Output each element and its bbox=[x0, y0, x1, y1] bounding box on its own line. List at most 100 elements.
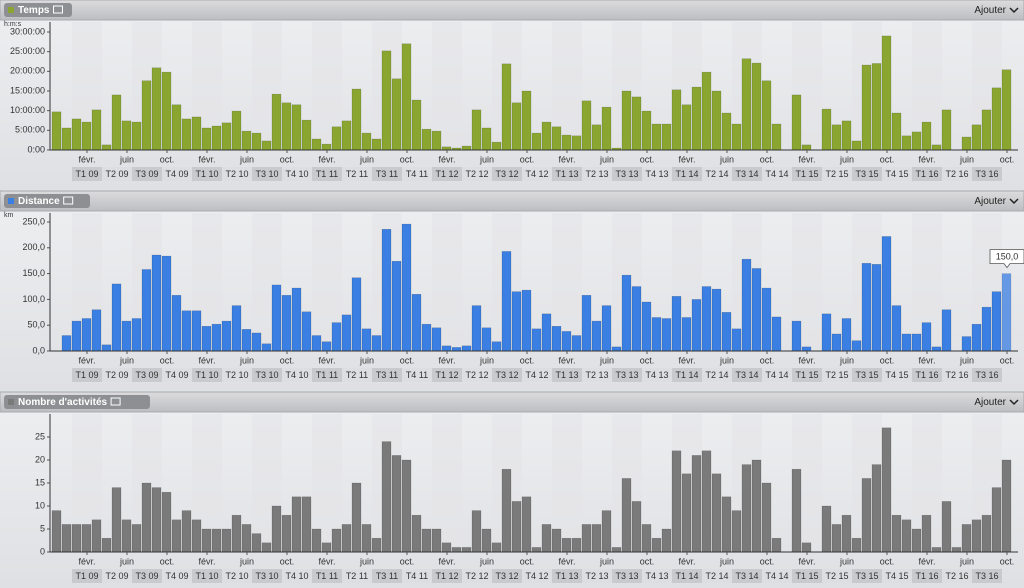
bar bbox=[771, 123, 782, 151]
bar bbox=[61, 127, 72, 151]
bar bbox=[971, 124, 982, 151]
quarter-label: T1 14 bbox=[675, 370, 698, 380]
bar bbox=[711, 473, 722, 553]
y-tick-label: 20:00:00 bbox=[10, 66, 45, 76]
bar bbox=[421, 128, 432, 151]
tooltip bbox=[989, 249, 1024, 269]
bar bbox=[131, 318, 142, 352]
quarter-cell bbox=[372, 167, 402, 181]
quarter-label: T4 11 bbox=[406, 571, 428, 581]
bar bbox=[751, 459, 762, 553]
bar bbox=[301, 311, 312, 352]
bar bbox=[741, 58, 752, 151]
x-tick-label: oct. bbox=[760, 556, 775, 566]
bar bbox=[921, 121, 932, 151]
x-tick-label: juin bbox=[479, 556, 494, 566]
bar bbox=[301, 119, 312, 151]
bar bbox=[741, 464, 752, 553]
bar bbox=[581, 524, 592, 553]
x-tick-label: juin bbox=[359, 154, 374, 164]
quarter-label: T2 14 bbox=[705, 370, 728, 380]
x-tick-label: juin bbox=[599, 154, 614, 164]
bar bbox=[191, 116, 202, 151]
bar bbox=[931, 346, 942, 352]
bar bbox=[191, 310, 202, 352]
bar bbox=[641, 524, 652, 553]
bar bbox=[701, 286, 712, 352]
quarter-cell bbox=[432, 569, 462, 583]
x-tick-label: févr. bbox=[78, 556, 95, 566]
bar bbox=[421, 323, 432, 352]
bar bbox=[701, 71, 712, 151]
quarter-cell bbox=[792, 167, 822, 181]
quarter-cell bbox=[192, 569, 222, 583]
quarter-label: T3 13 bbox=[615, 571, 638, 581]
bar bbox=[691, 86, 702, 151]
quarter-cell bbox=[642, 368, 672, 382]
quarter-label: T4 09 bbox=[165, 169, 188, 179]
bar bbox=[561, 134, 572, 151]
bar bbox=[641, 110, 652, 151]
quarter-label: T3 11 bbox=[376, 571, 398, 581]
bar bbox=[551, 325, 562, 352]
bar bbox=[841, 514, 852, 553]
quarter-label: T1 15 bbox=[795, 370, 818, 380]
bar bbox=[771, 316, 782, 352]
x-tick-label: oct. bbox=[520, 556, 535, 566]
bar bbox=[351, 482, 362, 553]
bar bbox=[341, 524, 352, 553]
bar bbox=[501, 468, 512, 553]
bar bbox=[401, 223, 412, 352]
add-button[interactable]: Ajouter bbox=[974, 196, 1006, 207]
bar bbox=[351, 277, 362, 352]
quarter-cell bbox=[462, 368, 492, 382]
bar bbox=[371, 335, 382, 352]
bar bbox=[611, 346, 622, 352]
bar bbox=[931, 144, 942, 151]
bar bbox=[791, 94, 802, 151]
bar bbox=[351, 88, 362, 151]
bar bbox=[571, 335, 582, 352]
quarter-cell bbox=[672, 569, 702, 583]
bar bbox=[581, 295, 592, 352]
bar bbox=[801, 346, 812, 352]
bar bbox=[141, 80, 152, 151]
add-chevron bbox=[1009, 198, 1019, 205]
bar bbox=[131, 121, 142, 151]
quarter-cell bbox=[372, 368, 402, 382]
x-tick-label: juin bbox=[719, 355, 734, 365]
add-button[interactable]: Ajouter bbox=[974, 5, 1006, 16]
bar bbox=[561, 537, 572, 553]
quarter-cell bbox=[792, 569, 822, 583]
bar bbox=[281, 295, 292, 352]
bar bbox=[101, 537, 112, 553]
quarter-cell bbox=[762, 368, 792, 382]
x-tick-label: juin bbox=[239, 556, 254, 566]
panel-header bbox=[0, 391, 1024, 413]
bar bbox=[201, 528, 212, 553]
quarter-label: T1 10 bbox=[195, 169, 218, 179]
x-tick-label: juin bbox=[479, 355, 494, 365]
bar bbox=[691, 455, 702, 553]
bar bbox=[61, 524, 72, 553]
bar bbox=[151, 67, 162, 151]
add-button[interactable]: Ajouter bbox=[974, 397, 1006, 408]
bar bbox=[551, 126, 562, 151]
quarter-label: T4 12 bbox=[525, 571, 548, 581]
x-tick-label: févr. bbox=[438, 556, 455, 566]
bar bbox=[521, 289, 532, 352]
bar bbox=[631, 286, 642, 352]
bar bbox=[661, 528, 672, 553]
bar bbox=[971, 519, 982, 553]
bar bbox=[221, 320, 232, 352]
bar bbox=[171, 295, 182, 352]
quarter-label: T2 15 bbox=[825, 571, 848, 581]
y-tick-label: 15:00:00 bbox=[10, 85, 45, 95]
quarter-cell bbox=[942, 167, 972, 181]
x-tick-label: oct. bbox=[1000, 355, 1015, 365]
x-tick-label: juin bbox=[239, 355, 254, 365]
quarter-cell bbox=[492, 569, 522, 583]
quarter-cell bbox=[462, 569, 492, 583]
quarter-cell bbox=[192, 368, 222, 382]
